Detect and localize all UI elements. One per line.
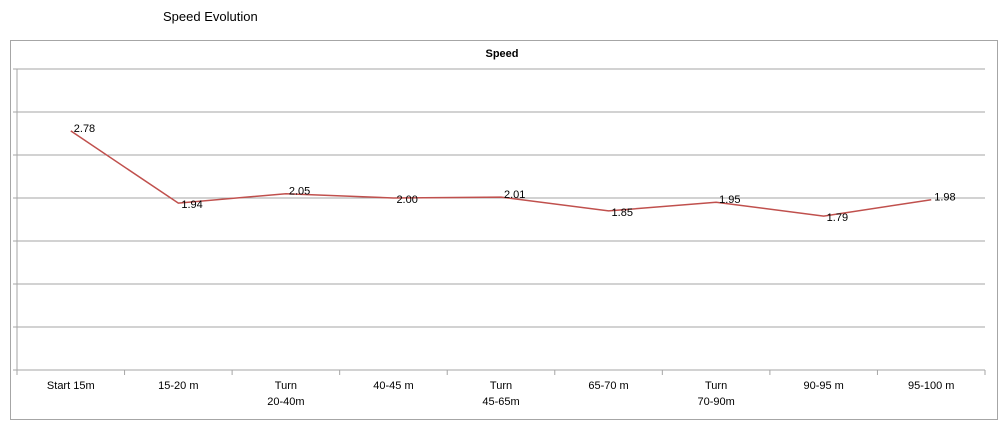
x-tick-label: 95-100 m bbox=[907, 380, 955, 392]
data-label: 1.95 bbox=[719, 194, 740, 206]
x-tick-label: Turn 45-65m bbox=[482, 380, 520, 408]
chart-title: Speed bbox=[485, 48, 518, 60]
x-tick-label: 65-70 m bbox=[588, 380, 629, 392]
line bbox=[70, 130, 932, 217]
x-tick-label: Turn 70-90m bbox=[697, 380, 735, 408]
data-label: 2.78 bbox=[74, 123, 95, 135]
chart-border bbox=[10, 40, 998, 420]
data-label: 2.05 bbox=[289, 186, 310, 198]
x-tick-label: 40-45 m bbox=[373, 380, 414, 392]
x-tick-label: 15-20 m bbox=[158, 380, 199, 392]
x-tick-label: 90-95 m bbox=[803, 380, 844, 392]
page-heading: Speed Evolution bbox=[163, 9, 258, 24]
data-label: 2.00 bbox=[396, 194, 417, 206]
data-label: 2.01 bbox=[504, 189, 525, 201]
x-tick-label: Turn 20-40m bbox=[267, 380, 305, 408]
data-label: 1.94 bbox=[181, 199, 202, 211]
data-label: 1.79 bbox=[827, 212, 848, 224]
x-tick-label: Start 15m bbox=[46, 380, 95, 392]
data-label: 1.85 bbox=[612, 207, 633, 219]
data-label: 1.98 bbox=[934, 192, 955, 204]
